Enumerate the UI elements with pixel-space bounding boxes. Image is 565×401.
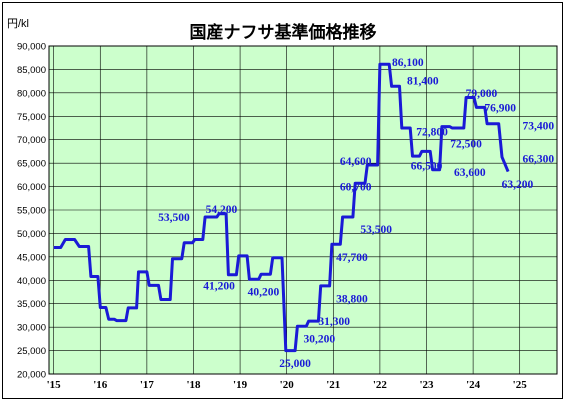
y-tick-label: 45,000 — [17, 252, 46, 263]
data-label: 63,200 — [502, 179, 534, 191]
data-label: 53,500 — [360, 224, 392, 236]
x-tick-label: '19 — [233, 379, 248, 391]
data-label: 64,600 — [340, 156, 372, 168]
y-tick-label: 90,000 — [17, 42, 46, 53]
x-tick-label: '18 — [186, 379, 201, 391]
data-label: 60,700 — [340, 182, 372, 194]
chart-title: 国産ナフサ基準価格推移 — [190, 22, 377, 43]
x-tick-label: '25 — [513, 379, 528, 391]
y-tick-label: 75,000 — [17, 112, 46, 123]
y-tick-label: 30,000 — [17, 323, 46, 334]
data-label: 81,400 — [407, 76, 439, 88]
y-tick-label: 70,000 — [17, 135, 46, 146]
y-tick-label: 60,000 — [17, 182, 46, 193]
y-tick-label: 35,000 — [17, 299, 46, 310]
data-label: 72,500 — [450, 138, 482, 150]
data-label: 86,100 — [392, 57, 424, 69]
x-tick-label: '22 — [373, 379, 388, 391]
data-label: 25,000 — [279, 358, 311, 370]
y-tick-label: 85,000 — [17, 65, 46, 76]
data-label: 38,800 — [336, 294, 368, 306]
price-line — [53, 62, 510, 353]
x-tick-label: '21 — [326, 379, 340, 391]
data-label: 63,600 — [454, 167, 486, 179]
y-tick-label: 40,000 — [17, 276, 46, 287]
data-label: 47,700 — [336, 252, 368, 264]
x-tick-label: '16 — [93, 379, 108, 391]
y-tick-label: 50,000 — [17, 229, 46, 240]
x-tick-label: '24 — [466, 379, 481, 391]
x-tick-label: '17 — [140, 379, 155, 391]
data-label: 76,900 — [484, 102, 516, 114]
data-label: 31,300 — [318, 316, 350, 328]
data-label: 66,500 — [411, 160, 443, 172]
data-label: 72,800 — [416, 126, 448, 138]
data-labels: 53,500 54,200 41,200 40,200 25,000 30,200 31,3… — [158, 57, 554, 370]
x-axis: '15 '16 '17 '18 '19 '20 '21 '22 '23 '24 '25 — [47, 379, 528, 391]
naphtha-price-chart: 国産ナフサ基準価格推移 円/kl 20,000 25,000 30,000 35,00… — [7, 18, 558, 391]
x-tick-label: '23 — [419, 379, 434, 391]
unit-label: 円/kl — [7, 18, 29, 30]
data-label: 54,200 — [206, 204, 238, 216]
data-label: 66,300 — [523, 153, 555, 165]
y-tick-label: 80,000 — [17, 88, 46, 99]
x-tick-label: '20 — [280, 379, 295, 391]
y-tick-label: 25,000 — [17, 346, 46, 357]
data-label: 41,200 — [203, 280, 235, 292]
data-label: 79,000 — [466, 88, 498, 100]
y-tick-label: 20,000 — [17, 370, 46, 381]
x-tick-label: '15 — [47, 379, 62, 391]
data-label: 53,500 — [158, 212, 190, 224]
data-label: 73,400 — [523, 121, 555, 133]
y-tick-label: 65,000 — [17, 159, 46, 170]
data-label: 30,200 — [303, 333, 335, 345]
y-axis: 20,000 25,000 30,000 35,000 40,000 45,000 50,0… — [17, 42, 46, 381]
series-group — [53, 62, 510, 353]
data-label: 40,200 — [248, 287, 280, 299]
y-tick-label: 55,000 — [17, 206, 46, 217]
